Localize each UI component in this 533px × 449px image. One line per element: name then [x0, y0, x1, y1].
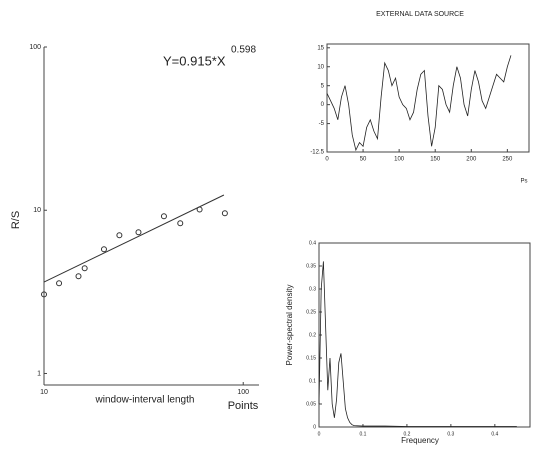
x-tick-label: 100: [394, 157, 405, 163]
x-axis-label: window-interval length: [95, 395, 195, 406]
plot-frame: [318, 242, 531, 428]
fit-exponent: 0.598: [231, 45, 256, 56]
y-tick-label: 0.35: [306, 263, 316, 269]
x-tick-label: 0: [318, 431, 321, 437]
y-axis-label: R/S: [10, 211, 22, 229]
y-tick-label: 1: [37, 370, 41, 377]
data-point: [160, 213, 167, 220]
data-point: [41, 291, 47, 298]
x-tick-label: 10: [40, 389, 48, 396]
y-tick-label: -12.5: [310, 150, 324, 156]
y-tick-label: 0.05: [306, 401, 316, 407]
x-axis-label: Frequency: [401, 436, 439, 445]
x-unit-label: Points: [228, 400, 259, 412]
y-tick-label: 0.2: [309, 332, 316, 338]
data-point: [81, 265, 88, 272]
x-tick-label: 0.2: [403, 431, 410, 437]
data-point: [177, 220, 184, 227]
x-tick-label: 0: [325, 157, 329, 163]
data-point: [75, 273, 82, 280]
x-tick-label: 200: [466, 157, 477, 163]
y-tick-label: 0: [313, 424, 316, 430]
chart-title: EXTERNAL DATA SOURCE: [376, 11, 464, 18]
data-line: [318, 261, 517, 427]
x-unit-label: Ps: [520, 179, 527, 185]
y-tick-label: 10: [33, 207, 41, 214]
data-point: [116, 232, 123, 239]
x-tick-label: 150: [430, 157, 441, 163]
y-tick-label: 0.25: [306, 309, 316, 315]
plot-frame: [326, 43, 530, 153]
data-point: [221, 210, 228, 217]
y-tick-label: -5: [319, 121, 325, 127]
y-tick-label: 15: [317, 45, 324, 51]
fit-line: [43, 194, 225, 283]
x-tick-label: 250: [502, 157, 513, 163]
data-point: [56, 280, 63, 287]
data-point: [100, 246, 107, 253]
y-tick-label: 0.15: [306, 355, 316, 361]
fit-equation: Y=0.915*X: [163, 53, 226, 68]
data-line: [326, 55, 512, 152]
x-tick-label: 0.1: [359, 431, 366, 437]
x-tick-label: 0.4: [491, 431, 498, 437]
x-tick-label: 0.3: [447, 431, 454, 437]
x-tick-label: 50: [360, 157, 367, 163]
y-tick-label: 0.4: [309, 240, 316, 246]
y-tick-label: 0.3: [309, 286, 316, 292]
y-tick-label: 10: [317, 64, 324, 70]
y-tick-label: 100: [29, 44, 41, 51]
data-point: [135, 229, 142, 236]
y-tick-label: 5: [321, 83, 325, 89]
y-tick-label: 0.1: [309, 378, 316, 384]
x-tick-label: 100: [237, 389, 249, 396]
y-tick-label: 0: [321, 102, 325, 108]
y-axis-label: Power-spectral density: [285, 285, 294, 366]
